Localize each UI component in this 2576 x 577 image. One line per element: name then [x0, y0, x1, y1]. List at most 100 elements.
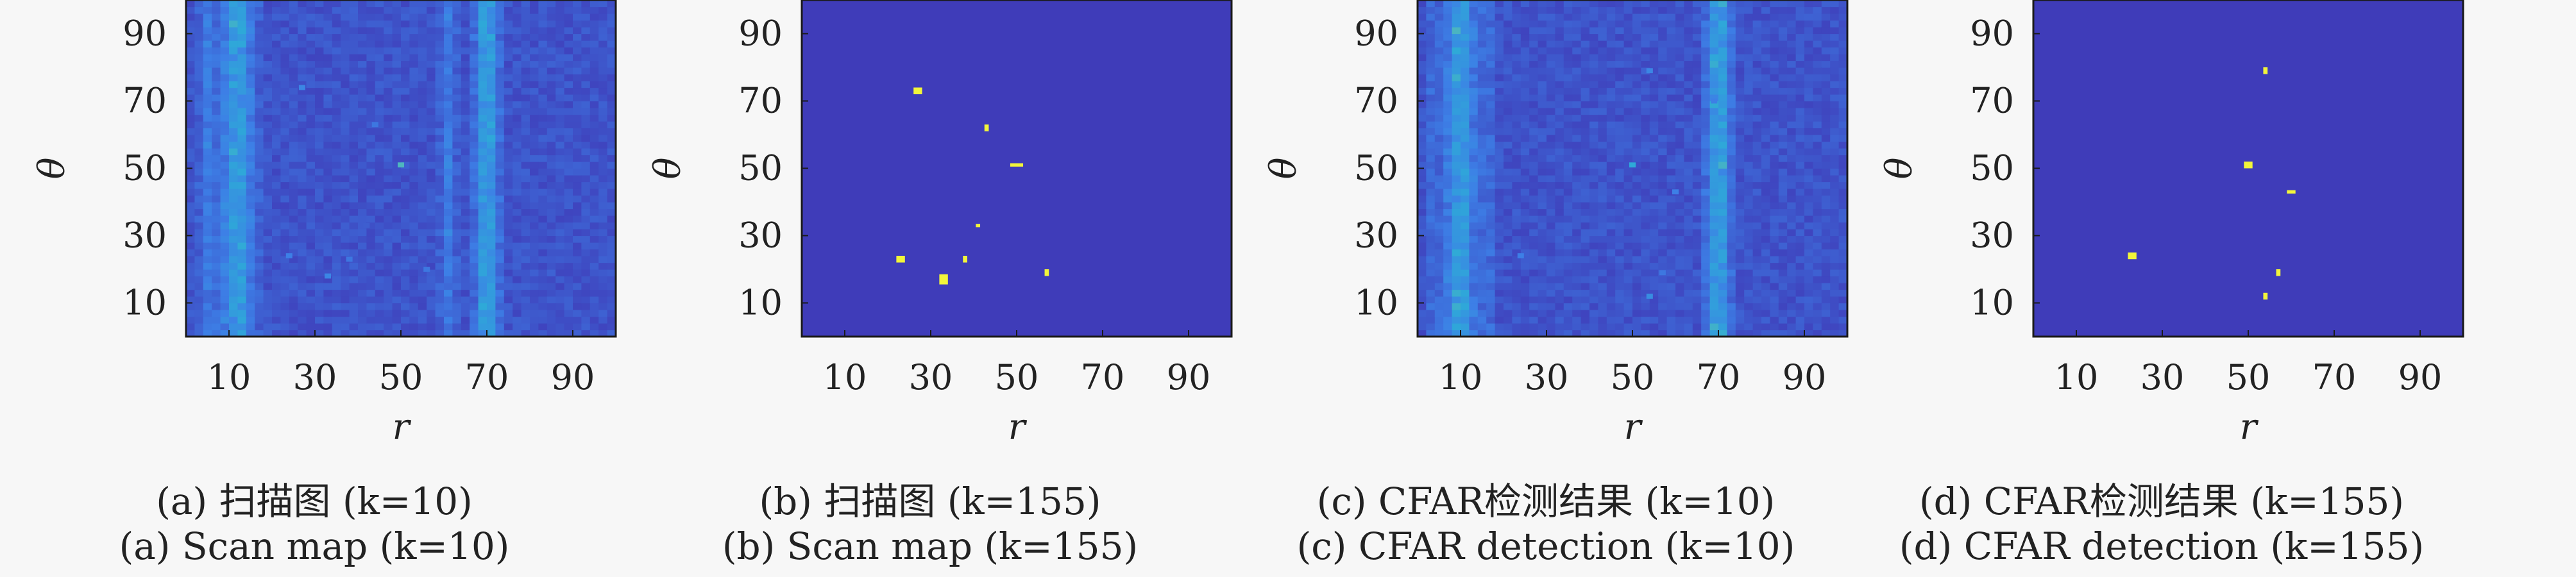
heatmap-cell	[444, 269, 453, 277]
heatmap-cell	[306, 303, 316, 310]
heatmap-cell	[1529, 175, 1539, 183]
heatmap-cell	[186, 6, 195, 14]
heatmap-cell	[1641, 310, 1650, 317]
heatmap-cell	[547, 128, 556, 135]
heatmap-cell	[306, 0, 316, 8]
heatmap-cell	[409, 289, 419, 297]
heatmap-cell	[341, 188, 350, 196]
heatmap-cell	[1418, 40, 1427, 48]
heatmap-cell	[1761, 33, 1770, 41]
heatmap-cell	[555, 296, 565, 304]
heatmap-cell	[1426, 303, 1436, 310]
heatmap-cell	[1546, 168, 1555, 176]
heatmap-cell	[1563, 330, 1573, 337]
heatmap-cell	[1787, 94, 1797, 102]
heatmap-cell	[478, 6, 487, 14]
heatmap-cell	[1486, 330, 1496, 337]
heatmap-cell	[401, 13, 410, 21]
heatmap-cell	[1546, 310, 1555, 317]
heatmap-cell	[1555, 162, 1564, 169]
heatmap-cell	[1813, 74, 1822, 81]
heatmap-cell	[1418, 20, 1427, 28]
heatmap-cell	[1538, 81, 1547, 88]
heatmap-cell	[1443, 33, 1453, 41]
heatmap-cell	[589, 101, 599, 108]
heatmap-cell	[1752, 155, 1762, 162]
heatmap-cell	[1615, 235, 1625, 243]
heatmap-cell	[375, 222, 384, 230]
heatmap-cell	[1555, 20, 1564, 28]
heatmap-cell	[573, 323, 582, 331]
heatmap-cell	[1529, 128, 1539, 135]
heatmap-cell	[1495, 235, 1504, 243]
heatmap-cell	[289, 128, 298, 135]
heatmap-cell	[538, 242, 548, 250]
heatmap-cell	[1735, 262, 1745, 270]
heatmap-cell	[589, 155, 599, 162]
heatmap-cell	[547, 316, 556, 324]
heatmap-cell	[203, 229, 212, 237]
heatmap-cell	[220, 33, 230, 41]
heatmap-cell	[401, 276, 410, 283]
heatmap-cell	[521, 195, 530, 203]
heatmap-cell	[573, 208, 582, 216]
heatmap-cell	[1563, 323, 1573, 331]
heatmap-cell	[1718, 289, 1727, 297]
heatmap-cell	[358, 262, 367, 270]
heatmap-cell	[1529, 242, 1539, 250]
heatmap-cell	[1477, 0, 1487, 8]
heatmap-cell	[1692, 168, 1702, 176]
heatmap-cell	[427, 67, 436, 75]
heatmap-cell	[1795, 128, 1805, 135]
heatmap-cell	[1675, 262, 1684, 270]
heatmap-cell	[263, 60, 273, 68]
heatmap-cell	[1778, 87, 1788, 95]
heatmap-cell	[203, 323, 212, 331]
heatmap-cell	[229, 135, 238, 142]
heatmap-cell	[1778, 222, 1788, 230]
heatmap-cell	[255, 249, 264, 256]
heatmap-cell	[1443, 195, 1453, 203]
heatmap-cell	[521, 256, 530, 263]
heatmap-cell	[384, 121, 393, 129]
heatmap-cell	[478, 188, 487, 196]
heatmap-cell	[1555, 262, 1564, 270]
heatmap-cell	[435, 33, 445, 41]
heatmap-cell	[1641, 94, 1650, 102]
heatmap-cell	[1426, 222, 1436, 230]
heatmap-cell	[564, 269, 573, 277]
heatmap-cell	[1512, 296, 1521, 304]
heatmap-cell	[487, 148, 496, 156]
heatmap-cell	[1486, 181, 1496, 189]
heatmap-cell	[1804, 101, 1813, 108]
heatmap-cell	[323, 188, 333, 196]
heatmap-cell	[298, 101, 307, 108]
heatmap-cell	[1649, 188, 1659, 196]
heatmap-cell	[298, 289, 307, 297]
heatmap-cell	[487, 67, 496, 75]
heatmap-cell	[452, 148, 462, 156]
heatmap-cell	[538, 108, 548, 115]
heatmap-cell	[220, 310, 230, 317]
heatmap-cell	[530, 229, 539, 237]
heatmap-cell	[1718, 108, 1727, 115]
heatmap-cell	[1495, 47, 1504, 54]
heatmap-cell	[1787, 323, 1797, 331]
heatmap-cell	[1632, 162, 1641, 169]
heatmap-cell	[435, 283, 445, 290]
heatmap-cell	[418, 141, 427, 149]
heatmap-cell	[1529, 269, 1539, 277]
heatmap-cell	[1666, 148, 1676, 156]
heatmap-cell	[1572, 114, 1582, 122]
heatmap-cell	[349, 303, 359, 310]
heatmap-cell	[203, 276, 212, 283]
heatmap-cell	[1761, 323, 1770, 331]
heatmap-cell	[452, 54, 462, 62]
heatmap-cell	[1504, 33, 1513, 41]
heatmap-cell	[1641, 33, 1650, 41]
heatmap-cell	[1461, 316, 1470, 324]
heatmap-cell	[555, 262, 565, 270]
heatmap-cell	[444, 235, 453, 243]
heatmap-cell	[323, 235, 333, 243]
